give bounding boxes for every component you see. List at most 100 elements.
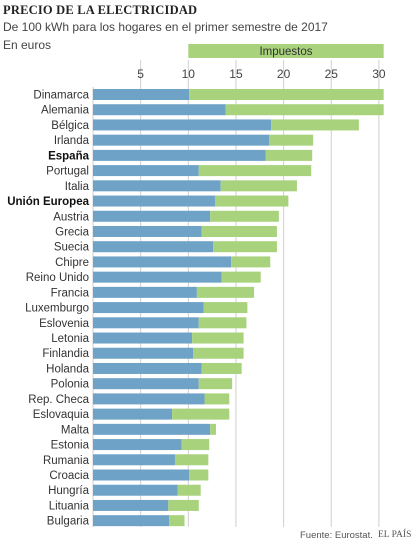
bar-base: [93, 454, 175, 466]
bar-tax: [172, 408, 230, 420]
bar-tax: [201, 362, 242, 374]
category-label: Malta: [61, 424, 90, 436]
bar-base: [93, 195, 215, 207]
category-label: Suecia: [54, 242, 90, 254]
category-label: Hungría: [48, 485, 90, 497]
x-tick-label: 20: [277, 67, 291, 81]
category-label: Francia: [51, 287, 90, 299]
bar-base: [93, 362, 202, 374]
x-tick-label: 5: [137, 67, 144, 81]
bar-base: [93, 317, 199, 329]
category-label: Bélgica: [51, 120, 89, 132]
bar-tax: [203, 302, 248, 314]
category-label: Unión Europea: [7, 196, 89, 208]
bar-tax: [198, 317, 247, 329]
unit-label: En euros: [3, 38, 52, 52]
bar-base: [93, 302, 204, 314]
bar-base: [93, 484, 178, 496]
category-label: Austria: [53, 211, 89, 223]
bar-base: [93, 241, 214, 253]
bar-tax: [265, 149, 313, 161]
category-label: Grecia: [55, 226, 89, 238]
category-label: Italia: [65, 181, 90, 193]
chart-title: PRECIO DE LA ELECTRICIDAD: [3, 3, 198, 17]
bar-tax: [220, 180, 297, 192]
x-tick-label: 30: [372, 67, 386, 81]
bar-base: [93, 378, 199, 390]
bar-base: [93, 332, 193, 344]
bar-base: [93, 286, 197, 298]
bar-tax: [177, 484, 201, 496]
chart-subtitle: De 100 kWh para los hogares en el primer…: [3, 20, 328, 34]
bar-tax: [193, 347, 244, 359]
category-label: Dinamarca: [33, 90, 89, 102]
bar-tax: [169, 515, 185, 527]
bar-base: [93, 271, 222, 283]
category-label: Luxemburgo: [25, 303, 89, 315]
bar-base: [93, 469, 190, 481]
bar-base: [93, 89, 190, 100]
category-label: Estonia: [51, 440, 90, 452]
bar-base: [93, 104, 226, 116]
category-label: Rumania: [43, 455, 90, 467]
category-label: España: [48, 150, 90, 162]
bar-base: [93, 393, 205, 405]
bar-tax: [231, 256, 271, 268]
bar-tax: [210, 210, 279, 222]
bar-base: [93, 165, 199, 177]
bar-tax: [189, 469, 209, 481]
bar-base: [93, 515, 170, 527]
bar-tax: [213, 241, 277, 253]
category-label: Alemania: [41, 105, 90, 117]
bar-base: [93, 225, 202, 237]
bar-tax: [189, 89, 384, 100]
bar-base: [93, 119, 272, 131]
bar-base: [93, 180, 221, 192]
category-label: Eslovenia: [39, 318, 89, 330]
x-tick-label: 15: [229, 67, 243, 81]
category-label: Irlanda: [54, 135, 90, 147]
category-label: Letonia: [51, 333, 89, 345]
bar-base: [93, 423, 211, 435]
category-label: Lituania: [49, 500, 90, 512]
source-note: Fuente: Eurostat.: [300, 530, 373, 541]
bar-tax: [196, 286, 255, 298]
bar-tax: [181, 439, 210, 451]
bar-tax: [168, 499, 199, 511]
bar-tax: [201, 225, 277, 237]
category-label: Reino Unido: [26, 272, 89, 284]
category-label: Eslovaquia: [33, 409, 90, 421]
category-label: Croacia: [49, 470, 89, 482]
bar-tax: [221, 271, 261, 283]
bar-tax: [198, 165, 312, 177]
category-label: Holanda: [46, 363, 89, 375]
category-label: Rep. Checa: [28, 394, 89, 406]
bar-tax: [174, 454, 209, 466]
bar-tax: [269, 134, 314, 146]
category-label: Finlandia: [42, 348, 89, 360]
bar-base: [93, 499, 169, 511]
bar-tax: [225, 104, 384, 116]
bar-base: [93, 210, 211, 222]
bar-tax: [204, 393, 230, 405]
bar-tax: [271, 119, 359, 131]
bar-tax: [214, 195, 289, 207]
legend-swatch-tax: [188, 44, 384, 58]
bar-tax: [192, 332, 244, 344]
bar-tax: [198, 378, 233, 390]
bar-base: [93, 134, 270, 146]
bar-base: [93, 149, 266, 161]
bar-tax: [210, 423, 216, 435]
publisher-credit: EL PAÍS: [378, 530, 412, 540]
category-label: Polonia: [51, 379, 90, 391]
bar-base: [93, 408, 173, 420]
x-tick-label: 25: [325, 67, 339, 81]
category-label: Bulgaria: [47, 516, 90, 528]
bar-base: [93, 347, 194, 359]
bar-base: [93, 439, 182, 451]
x-tick-label: 10: [182, 67, 196, 81]
category-label: Chipre: [55, 257, 89, 269]
legend-label-tax: Impuestos: [259, 46, 312, 58]
bar-base: [93, 256, 232, 268]
